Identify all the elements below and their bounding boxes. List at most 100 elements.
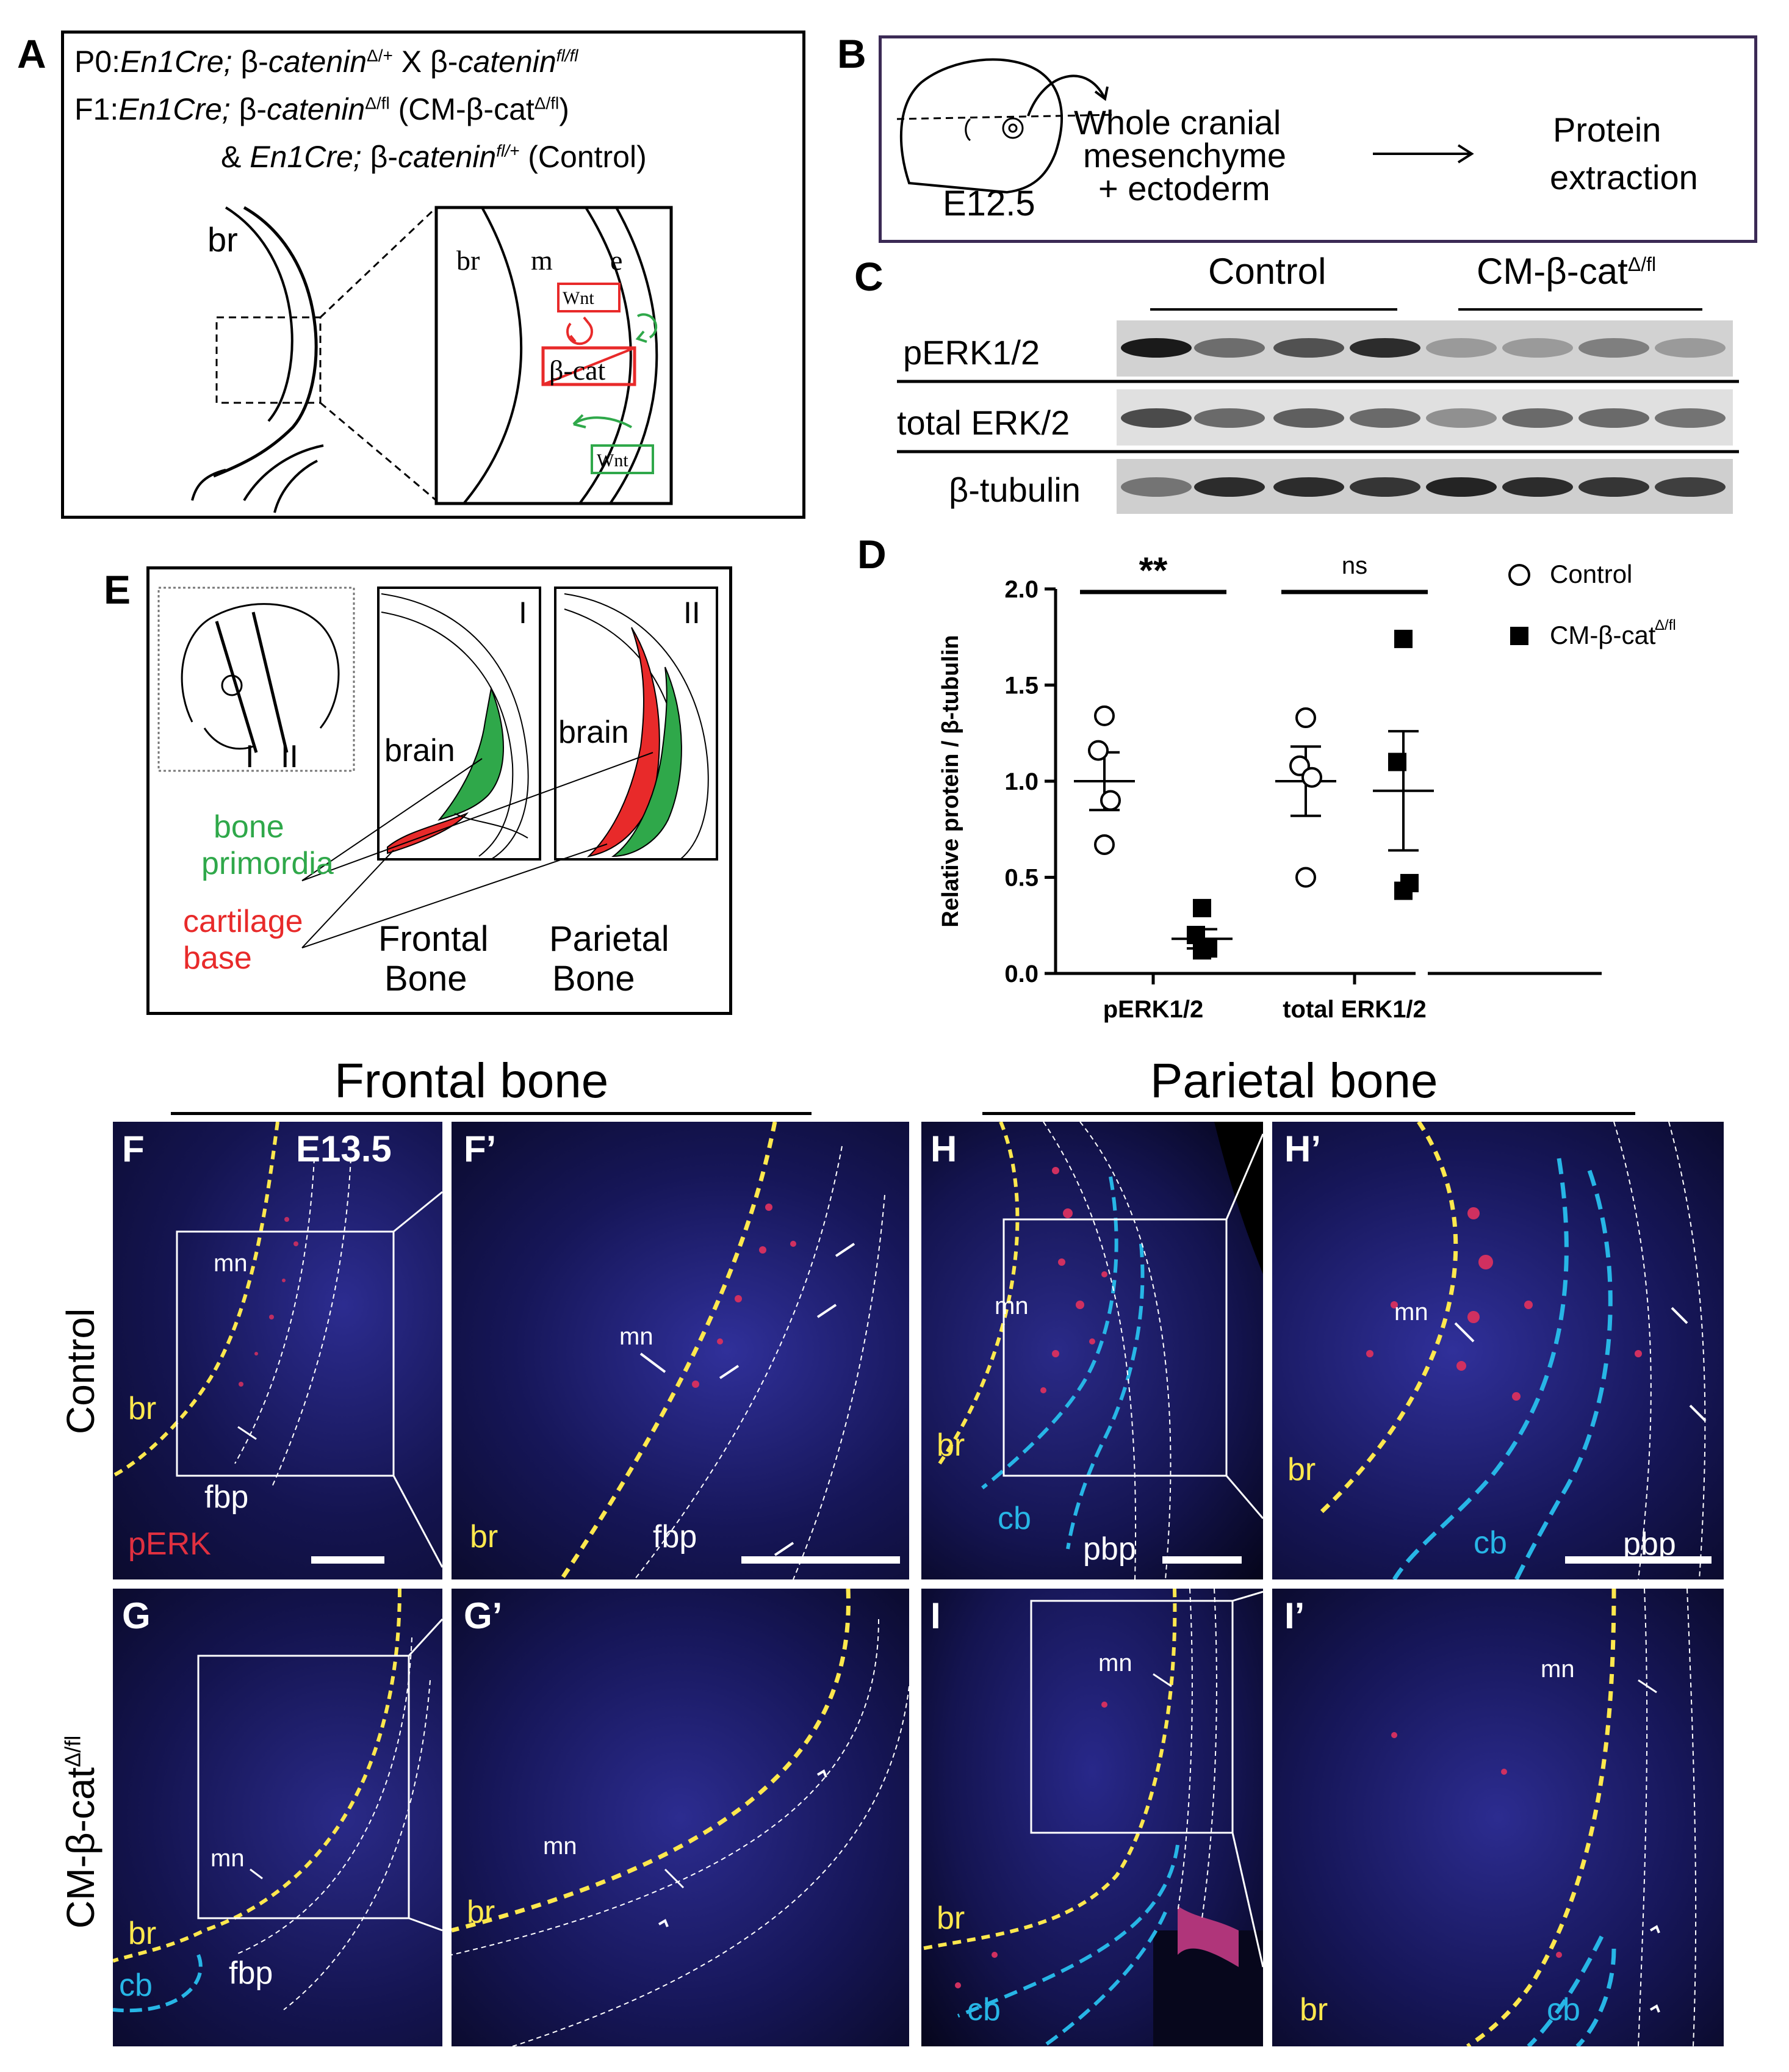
label-cb-h: cb [998, 1501, 1031, 1536]
label-pbp-h-prime: pbp [1623, 1526, 1676, 1562]
parietal-bone-line2: Bone [552, 959, 635, 998]
label-e-zoom: e [610, 245, 623, 276]
micrograph-g-prime: G’ mn br [452, 1589, 909, 2046]
group-label-mutant: CM-β-catΔ/fl [1477, 251, 1657, 292]
stage-label-e13: E13.5 [296, 1128, 392, 1169]
data-point-control [1295, 707, 1316, 729]
blot-band [1350, 477, 1420, 497]
label-br-h-prime: br [1287, 1452, 1316, 1487]
tissue-line1: Whole cranial [1074, 103, 1281, 142]
micrograph-i: I mn br cb [921, 1589, 1263, 2046]
group-label-control: Control [1208, 251, 1326, 292]
legend-label-control: Control [1550, 560, 1632, 588]
micrograph-letter-i: I [930, 1595, 941, 1636]
data-point-control [1094, 705, 1115, 726]
row-label-mutant: CM-β-catΔ/fl [59, 1735, 103, 1929]
label-cb-i: cb [967, 1992, 1001, 2027]
legend-marker-control [1508, 564, 1530, 586]
blot-band [1194, 477, 1265, 497]
panel-e-frame [146, 566, 732, 1015]
blot-band [1121, 477, 1192, 497]
blot-band [1502, 338, 1573, 358]
label-br-i: br [937, 1901, 965, 1936]
panel-letter-c: C [854, 254, 884, 299]
bone-primordia-line1: bone [214, 809, 284, 845]
legend-marker-mutant [1510, 627, 1528, 645]
cartilage-line2: base [183, 940, 252, 976]
data-point-mutant [1394, 629, 1413, 648]
blot-band [1655, 477, 1726, 497]
label-br-overview: br [207, 220, 238, 259]
panel-letter-a: A [17, 31, 46, 76]
data-point-mutant [1193, 898, 1211, 917]
significance-total: ns [1342, 552, 1367, 579]
label-perk-stain: pERK [128, 1526, 211, 1562]
data-point-control [1100, 790, 1121, 811]
micrograph-i-prime: I’ mn br cb [1272, 1589, 1724, 2046]
roman-label-i: I [519, 596, 527, 630]
x-tick-label: pERK1/2 [1103, 996, 1204, 1023]
y-axis-label: Relative protein / β-tubulin [938, 635, 963, 927]
blot-band [1350, 408, 1420, 428]
blot-band [1578, 408, 1649, 428]
blot-row-label-total-erk: total ERK/2 [897, 403, 1070, 442]
frontal-bone-line2: Bone [384, 959, 467, 998]
label-fbp-f: fbp [204, 1479, 249, 1515]
row-label-control: Control [59, 1308, 103, 1434]
blot-band [1194, 338, 1265, 358]
label-fbp-f-prime: fbp [653, 1519, 697, 1554]
blot-band [1426, 408, 1497, 428]
blot-band [1655, 338, 1726, 358]
label-bcat: β-cat [549, 355, 606, 386]
micrograph-letter-g-prime: G’ [464, 1595, 503, 1636]
panel-e-schematic [157, 587, 718, 948]
significance-perk: ** [1139, 550, 1168, 591]
embryo-head-drawing [896, 58, 1117, 194]
label-br-f-prime: br [470, 1519, 499, 1554]
brain-label-parietal: brain [558, 715, 629, 750]
micrograph-f: F E13.5 mn br fbp pERK [113, 1122, 442, 1579]
blot-band [1655, 408, 1726, 428]
blot-band [1273, 408, 1344, 428]
data-point-control [1295, 867, 1316, 888]
blot-band [1121, 408, 1192, 428]
group-underline-control [1150, 308, 1397, 311]
arrow-right-icon [1373, 144, 1474, 164]
micrograph-f-prime: F’ mn br fbp [452, 1122, 909, 1579]
group-underline-mutant [1458, 308, 1702, 311]
micrograph-letter-h: H [930, 1128, 957, 1169]
y-tick-label: 1.5 [1004, 673, 1038, 699]
header-parietal-bone: Parietal bone [1150, 1053, 1438, 1108]
panel-a-schematic [191, 206, 673, 513]
data-point-mutant [1394, 881, 1413, 900]
micrograph-h: H mn br cb pbp [921, 1122, 1263, 1579]
blot-band [1121, 338, 1192, 358]
label-br-g-prime: br [467, 1894, 495, 1930]
section-label-i: I [245, 739, 254, 774]
data-point-control [1088, 740, 1109, 761]
section-label-ii: II [281, 739, 298, 774]
label-cb-i-prime: cb [1547, 1992, 1580, 2027]
panel-a-cross-line2: F1:En1Cre; β-cateninΔ/fl (CM-β-catΔ/fl) [74, 92, 569, 126]
label-br-zoom: br [456, 245, 480, 276]
legend-label-mutant-sup: Δ/fl [1655, 617, 1676, 634]
data-point-mutant [1388, 753, 1406, 771]
blot-band [1350, 338, 1420, 358]
stage-label: E12.5 [943, 184, 1035, 223]
data-point-control [1301, 767, 1322, 788]
label-br-i-prime: br [1300, 1992, 1328, 2027]
blot-band [1578, 338, 1649, 358]
label-br-g: br [128, 1916, 157, 1951]
tissue-line3: + ectoderm [1098, 169, 1270, 208]
label-mn-i-prime: mn [1541, 1656, 1575, 1683]
label-br-f: br [128, 1391, 157, 1426]
panel-letter-b: B [837, 31, 866, 76]
result-line2: extraction [1550, 158, 1698, 197]
data-point-control [1094, 834, 1115, 855]
blot-band [1426, 477, 1497, 497]
blot-band [1502, 408, 1573, 428]
micrograph-letter-f-prime: F’ [464, 1128, 497, 1169]
tissue-line2: mesenchyme [1083, 136, 1287, 175]
label-wnt-green: Wnt [597, 450, 628, 471]
parietal-bone-line1: Parietal [549, 919, 669, 959]
